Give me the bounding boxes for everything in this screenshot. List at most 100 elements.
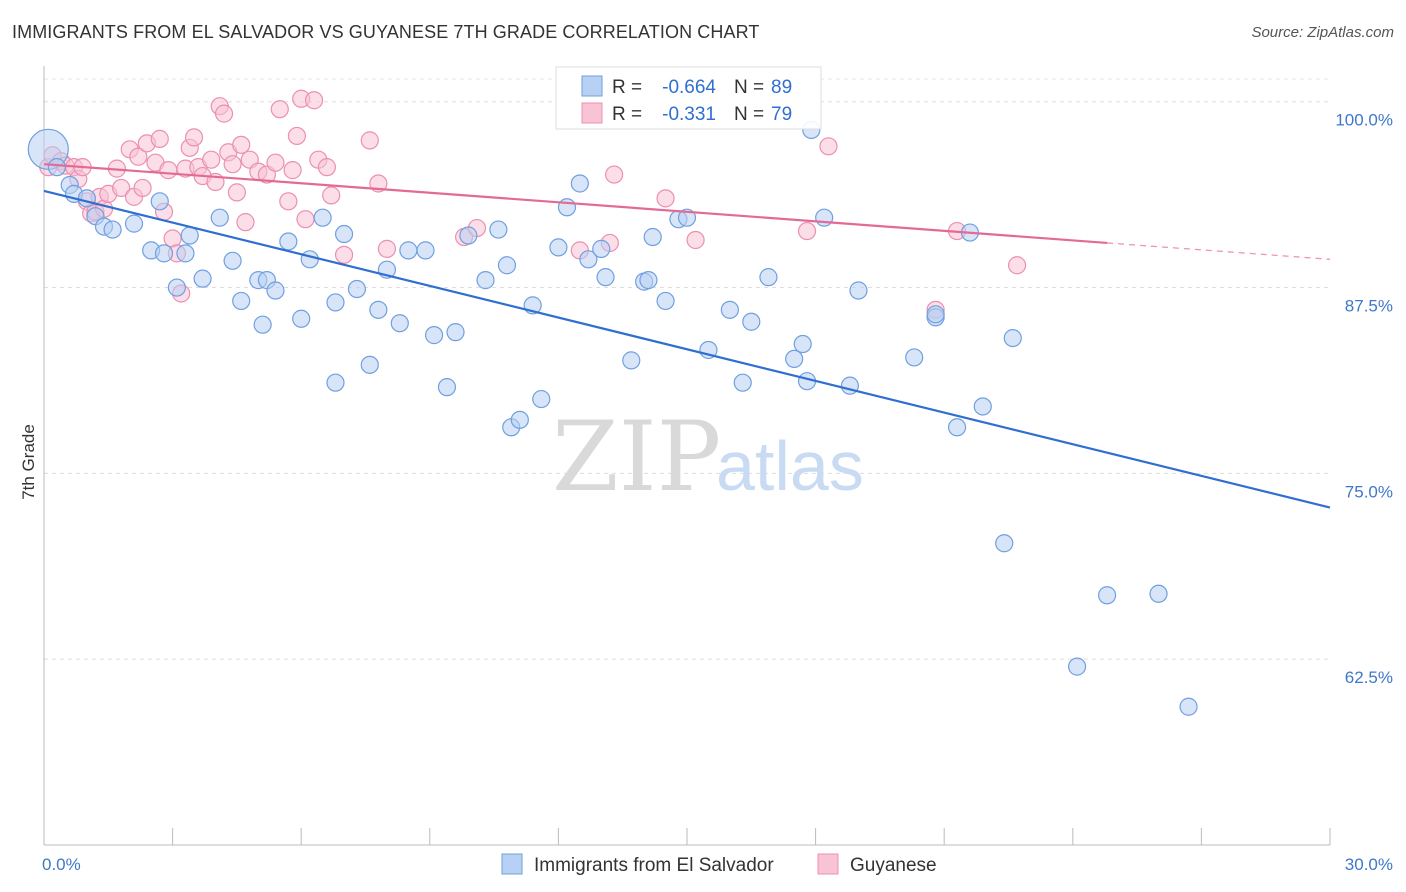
data-point [232,291,251,311]
data-point [129,147,148,166]
chart-title: IMMIGRANTS FROM EL SALVADOR VS GUYANESE … [12,22,760,42]
data-point [793,334,812,354]
legend-r-value: -0.331 [662,104,716,125]
legend-box: R = -0.664 N = 89 R = -0.331 N = 79 [555,66,822,130]
y-tick-label: 100.0% [1335,111,1393,130]
data-point [973,397,992,416]
data-point [416,241,435,260]
data-point [266,281,285,300]
data-point [399,241,418,260]
data-point [1003,328,1022,348]
bottom-legend-label: Immigrants from El Salvador [534,855,774,876]
data-point [150,192,169,211]
bottom-legend-swatch [501,853,523,875]
data-point [334,245,354,264]
data-point [1067,657,1087,676]
data-point [223,155,242,174]
data-point [592,239,611,258]
data-point [424,326,444,345]
data-point [579,250,598,269]
data-point [497,256,517,275]
data-point [643,227,662,247]
data-point [253,315,272,334]
y-tick-labels: 62.5% 75.0% 87.5% 100.0% [1335,111,1393,687]
data-point [459,226,478,245]
data-point [236,213,255,232]
data-point [849,281,868,300]
legend-n-label: N = [734,77,764,98]
data-point [510,410,529,429]
y-tick-label: 75.0% [1345,482,1393,501]
data-point [193,269,212,288]
data-point [720,300,739,319]
data-point [287,126,307,146]
bottom-legend-label: Guyanese [850,855,937,876]
data-point [296,210,315,229]
data-point [742,312,761,331]
bottom-legend: Immigrants from El Salvador Guyanese [501,853,937,876]
data-point [677,208,697,227]
data-point [154,244,174,263]
data-point [283,161,302,180]
x-tick-label: 0.0% [42,855,81,874]
data-point [184,128,204,147]
data-point [686,230,705,250]
data-point [326,293,345,312]
data-point [1097,586,1117,605]
legend-swatch [581,102,603,124]
data-point [227,183,246,202]
data-point [202,150,221,169]
data-point [797,221,817,241]
data-point [176,244,195,263]
data-point [656,291,675,311]
data-point [47,158,66,177]
data-point [377,239,397,258]
data-point [266,153,285,172]
data-point [210,208,229,227]
data-point [639,271,658,290]
data-point [360,131,379,150]
data-point [232,135,251,154]
y-axis-title: 7th Grade [19,424,38,500]
data-point [622,351,641,370]
data-point [733,373,752,392]
bottom-legend-swatch [817,853,839,875]
data-point [819,137,838,156]
data-point [1179,697,1198,716]
data-point [313,208,332,227]
data-point [214,104,234,123]
data-point [103,220,122,239]
data-point [270,100,289,119]
scatter-points [27,89,1198,716]
data-point [1149,584,1168,603]
data-point [1007,256,1027,275]
data-point [360,355,379,374]
data-point [557,198,577,217]
data-point [437,378,457,397]
legend-r-label: R = [612,77,642,98]
data-point [947,418,967,437]
data-point [815,208,834,227]
data-point [995,534,1014,553]
data-point [532,389,551,409]
x-tick-label: 30.0% [1345,855,1393,874]
data-point [759,268,778,287]
data-point [596,268,615,287]
trend-line [43,163,1108,245]
data-point [476,271,495,290]
x-tick-labels: 0.0% 30.0% [42,855,1393,874]
data-point [133,178,152,198]
data-point [180,226,199,245]
data-point [326,373,345,392]
data-point [223,251,242,270]
data-point [369,300,388,319]
data-point [167,278,186,297]
data-point [549,238,568,257]
legend-swatch [581,75,603,97]
watermark-zip: ZIP [552,401,721,513]
y-tick-label: 62.5% [1345,668,1393,687]
legend-n-value: 89 [771,77,792,98]
trend-lines [43,163,1331,509]
trend-line-dashed [1107,242,1331,260]
